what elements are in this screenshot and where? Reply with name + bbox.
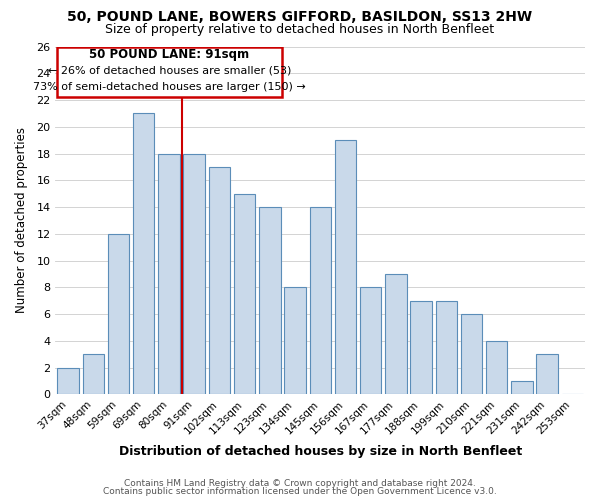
Text: 50 POUND LANE: 91sqm: 50 POUND LANE: 91sqm <box>89 48 250 61</box>
Bar <box>310 207 331 394</box>
Text: Size of property relative to detached houses in North Benfleet: Size of property relative to detached ho… <box>106 22 494 36</box>
Bar <box>184 154 205 394</box>
Bar <box>158 154 179 394</box>
Bar <box>511 381 533 394</box>
Y-axis label: Number of detached properties: Number of detached properties <box>15 128 28 314</box>
Bar <box>209 167 230 394</box>
Bar <box>461 314 482 394</box>
Bar <box>234 194 255 394</box>
Bar <box>410 301 432 394</box>
Text: Contains HM Land Registry data © Crown copyright and database right 2024.: Contains HM Land Registry data © Crown c… <box>124 478 476 488</box>
Bar <box>58 368 79 394</box>
Bar <box>259 207 281 394</box>
Bar <box>83 354 104 395</box>
Text: 50, POUND LANE, BOWERS GIFFORD, BASILDON, SS13 2HW: 50, POUND LANE, BOWERS GIFFORD, BASILDON… <box>67 10 533 24</box>
Bar <box>436 301 457 394</box>
Bar <box>385 274 407 394</box>
Bar <box>133 114 154 394</box>
Text: Contains public sector information licensed under the Open Government Licence v3: Contains public sector information licen… <box>103 487 497 496</box>
Text: 73% of semi-detached houses are larger (150) →: 73% of semi-detached houses are larger (… <box>33 82 306 92</box>
Bar <box>360 288 382 395</box>
X-axis label: Distribution of detached houses by size in North Benfleet: Distribution of detached houses by size … <box>119 444 522 458</box>
Bar <box>284 288 306 395</box>
Text: ← 26% of detached houses are smaller (53): ← 26% of detached houses are smaller (53… <box>48 66 291 76</box>
Bar <box>57 46 283 98</box>
Bar <box>536 354 558 395</box>
Bar <box>108 234 129 394</box>
Bar <box>486 341 508 394</box>
Bar <box>335 140 356 394</box>
